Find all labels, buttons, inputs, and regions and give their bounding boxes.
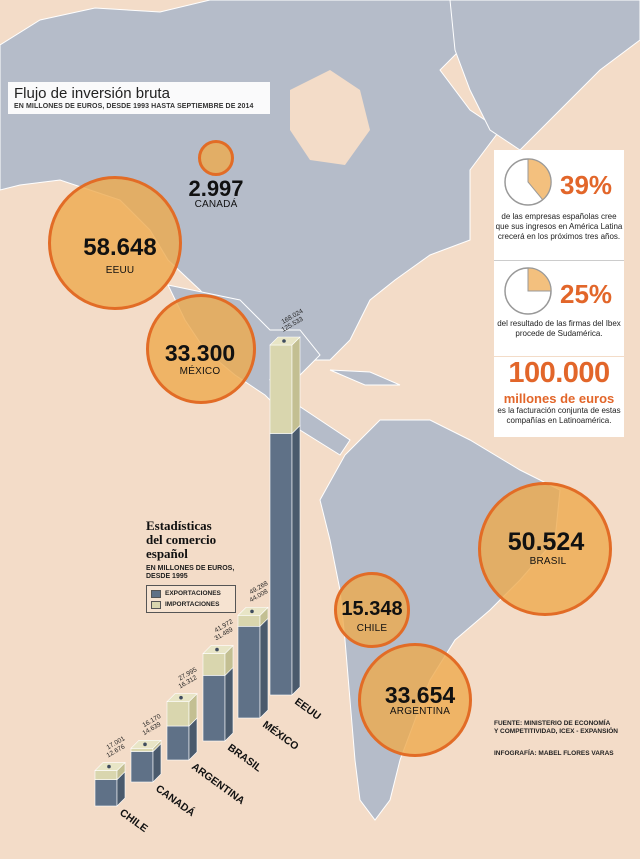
bar-dot-4 — [250, 609, 254, 614]
bar-imports-3-front — [202, 653, 226, 676]
bar-imports-0-front — [94, 770, 118, 780]
map-title: Flujo de inversión bruta — [14, 85, 170, 102]
stat-39-text: de las empresas españolas cree que sus i… — [495, 212, 623, 241]
source-note: FUENTE: MINISTERIO DE ECONOMÍA Y COMPETI… — [494, 720, 618, 736]
bar-exports-5-front — [269, 433, 293, 696]
bar-exports-0-front — [94, 779, 118, 807]
stat-25-text: del resultado de las firmas del Ibex pro… — [497, 319, 621, 338]
bar-exports-4-front — [237, 625, 261, 719]
bar-exports-3-side — [224, 666, 234, 742]
trade-title-line: español — [146, 546, 188, 561]
big-stat-unit: millones de euros — [503, 391, 615, 406]
source-line: Y COMPETITIVIDAD, ICEX - EXPANSIÓN — [494, 728, 618, 735]
bar-imports-4-front — [237, 615, 261, 627]
stat-25-percent: 25% — [560, 279, 613, 309]
bubble-chile-value: 15.348 — [341, 598, 403, 620]
trade-chart-title: Estadísticas del comercio español — [146, 519, 216, 561]
bubble-eeuu-value: 58.648 — [83, 234, 157, 261]
bubble-argentina-label: ARGENTINA — [389, 706, 451, 717]
bar-exports-4-side — [259, 617, 269, 719]
bar-dot-1 — [143, 742, 147, 747]
bubble-brasil — [478, 482, 612, 616]
bubble-mexico-value: 33.300 — [164, 340, 236, 366]
bubble-mexico-label: MÉXICO — [179, 366, 221, 377]
pie-39-icon — [504, 158, 552, 206]
bubble-argentina — [358, 643, 472, 757]
legend-swatch-imports — [151, 600, 161, 609]
category-label-5: EEUU — [292, 696, 323, 723]
bar-exports-5-side — [291, 424, 301, 696]
bar-dot-5 — [282, 339, 286, 343]
bar-imports-5-front — [269, 344, 293, 434]
stat-39-percent: 39% — [560, 170, 613, 200]
bubble-eeuu-label: EEUU — [105, 265, 135, 276]
bar-exports-3-front — [202, 675, 226, 742]
big-stat-number: 100.000 — [508, 357, 610, 389]
stat-card-39: 39% de las empresas españolas cree que s… — [494, 150, 624, 260]
bubble-canada-value: 2.997 — [188, 176, 244, 201]
legend-swatch-exports — [151, 589, 161, 598]
category-label-2: ARGENTINA — [189, 761, 247, 808]
stat-card-25: 25% del resultado de las firmas del Ibex… — [494, 260, 624, 356]
bar-imports-1-front — [130, 747, 154, 752]
category-label-4: MÉXICO — [260, 718, 301, 753]
bar-dot-3 — [215, 647, 219, 652]
bubble-chile — [334, 572, 410, 648]
stat-card-100000: 100.000 millones de euros es la facturac… — [494, 357, 624, 437]
trade-chart-subtitle: EN MILLONES DE EUROS, DESDE 1995 — [146, 565, 235, 580]
bubble-eeuu — [48, 176, 182, 310]
bubble-brasil-label: BRASIL — [529, 556, 567, 567]
legend-item-exports: EXPORTACIONES — [151, 588, 231, 599]
bar-exports-2-front — [166, 725, 190, 761]
map-title-box: Flujo de inversión bruta EN MILLONES DE … — [8, 82, 270, 114]
bubble-argentina-value: 33.654 — [384, 682, 456, 708]
bubble-brasil-value: 50.524 — [507, 528, 585, 556]
bar-imports-5-side — [291, 336, 301, 435]
trade-title-line: del comercio — [146, 532, 217, 547]
pie-25-icon — [504, 267, 552, 315]
bubble-mexico — [146, 294, 256, 404]
legend-item-imports: IMPORTACIONES — [151, 599, 231, 610]
big-stat-text: es la facturación conjunta de estas comp… — [497, 406, 621, 425]
bubble-canada — [198, 140, 234, 176]
category-label-1: CANADÁ — [153, 782, 198, 820]
map-subtitle: EN MILLONES DE EUROS, DESDE 1993 HASTA S… — [14, 103, 254, 110]
bubble-chile-label: CHILE — [356, 623, 388, 634]
legend-label-imports: IMPORTACIONES — [165, 601, 220, 608]
bar-imports-2-front — [166, 701, 190, 727]
legend-label-exports: EXPORTACIONES — [165, 590, 221, 597]
greenland-landmass — [449, 0, 640, 151]
bar-dot-0 — [107, 764, 111, 769]
trade-title-line: Estadísticas — [146, 518, 212, 533]
trade-legend: EXPORTACIONES IMPORTACIONES — [146, 585, 236, 613]
credit-note: INFOGRAFÍA: MABEL FLORES VARAS — [494, 750, 614, 757]
category-label-0: CHILE — [117, 807, 150, 835]
source-line: FUENTE: MINISTERIO DE ECONOMÍA — [494, 720, 611, 727]
bar-exports-1-front — [130, 751, 154, 783]
bubble-canada-label: CANADÁ — [194, 199, 238, 210]
bar-dot-2 — [179, 695, 183, 700]
category-label-3: BRASIL — [225, 742, 264, 775]
